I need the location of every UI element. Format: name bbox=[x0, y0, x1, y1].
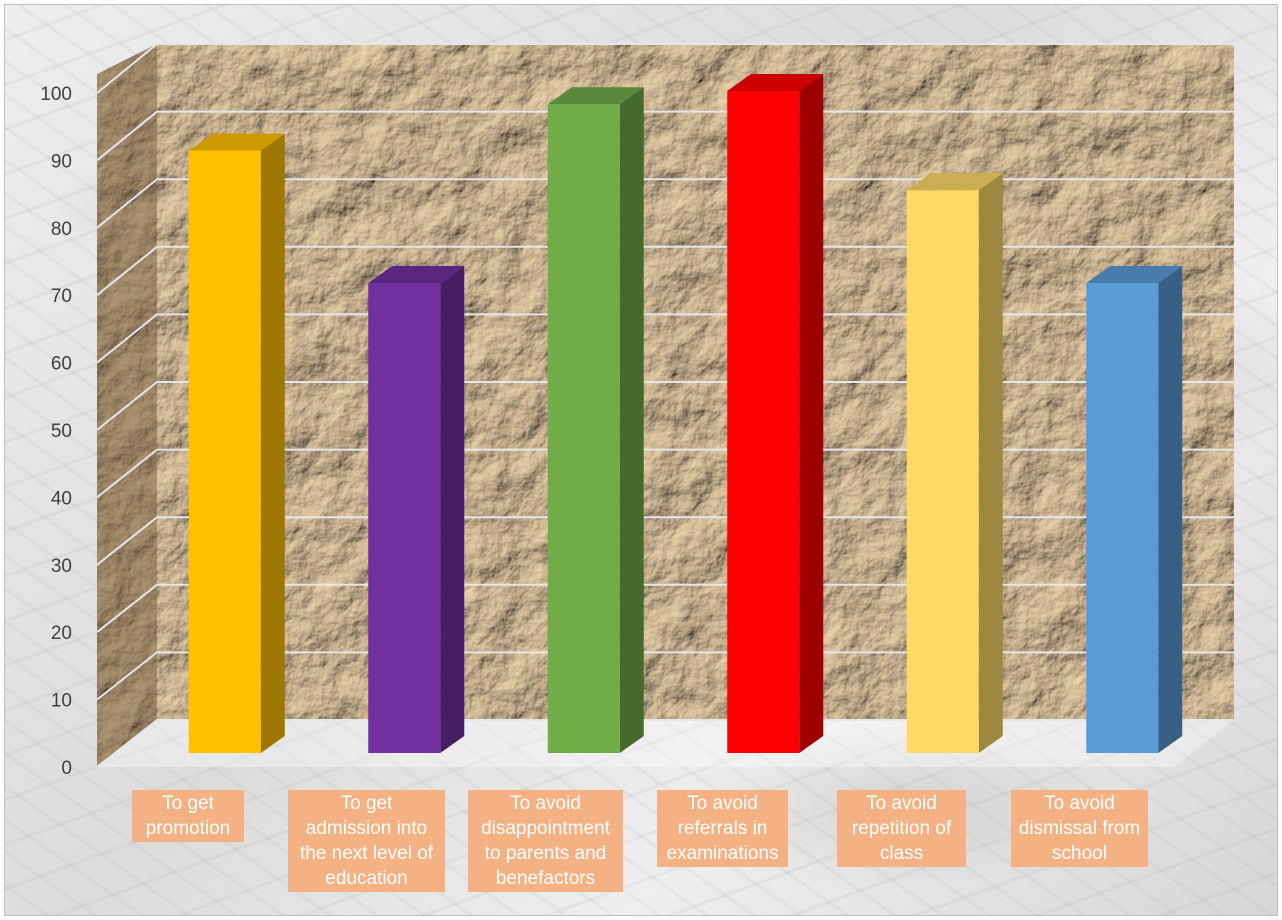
bar bbox=[368, 265, 465, 753]
y-tick-label: 100 bbox=[40, 84, 72, 105]
gridline bbox=[96, 313, 1234, 364]
gridline bbox=[96, 583, 1234, 633]
y-tick-label: 40 bbox=[51, 488, 72, 509]
bar bbox=[547, 87, 644, 754]
y-tick-label: 60 bbox=[51, 354, 72, 375]
bar-front bbox=[188, 150, 261, 753]
y-tick-label: 70 bbox=[51, 286, 72, 307]
bar-top bbox=[727, 74, 824, 91]
gridline bbox=[96, 448, 1234, 499]
bar-front bbox=[1086, 282, 1159, 753]
chart-area: 0 10 20 30 40 50 60 70 80 90 100 To get promotion T… bbox=[4, 4, 1278, 916]
bar-side bbox=[1158, 265, 1183, 753]
y-tick-label: 50 bbox=[51, 421, 72, 442]
bar-front bbox=[727, 91, 800, 753]
x-tick-label: To get promotion bbox=[132, 790, 244, 842]
bar-side bbox=[260, 133, 285, 753]
gridline bbox=[96, 178, 1234, 229]
gridline bbox=[96, 516, 1234, 566]
x-tick-label: To avoid dismissal from school bbox=[1011, 790, 1148, 867]
bar bbox=[906, 173, 1003, 754]
bar-front bbox=[368, 282, 441, 753]
x-tick-label: To avoid repetition of class bbox=[837, 790, 966, 867]
y-tick-label: 0 bbox=[61, 758, 72, 779]
bar-top bbox=[547, 87, 644, 105]
y-axis: 0 10 20 30 40 50 60 70 80 90 100 bbox=[40, 84, 72, 779]
gridline bbox=[96, 719, 1234, 768]
bar-top bbox=[1086, 265, 1183, 283]
y-tick-label: 90 bbox=[51, 151, 72, 172]
gridlines bbox=[96, 43, 1234, 768]
bar-side bbox=[619, 87, 644, 754]
x-tick-label: To avoid disappointment to parents and b… bbox=[468, 790, 623, 892]
y-tick-label: 30 bbox=[51, 556, 72, 577]
y-tick-label: 10 bbox=[51, 691, 72, 712]
y-tick-label: 80 bbox=[51, 219, 72, 240]
gridline bbox=[96, 245, 1234, 296]
bar-front bbox=[547, 104, 620, 754]
bar-front bbox=[906, 190, 979, 754]
x-tick-label: To get admission into the next level of … bbox=[288, 790, 445, 892]
gridline bbox=[96, 651, 1234, 701]
gridline bbox=[96, 110, 1234, 162]
bar bbox=[1086, 265, 1183, 753]
bar-top bbox=[368, 265, 465, 283]
bar-side bbox=[440, 265, 465, 753]
bar-top bbox=[188, 133, 285, 151]
bar bbox=[188, 133, 285, 753]
bar-side bbox=[978, 173, 1003, 754]
bar-top bbox=[906, 173, 1003, 191]
gridline bbox=[96, 43, 1234, 94]
bar-side bbox=[799, 74, 824, 753]
gridline bbox=[96, 381, 1234, 431]
chart-plot: 0 10 20 30 40 50 60 70 80 90 100 bbox=[40, 43, 1234, 779]
x-tick-label: To avoid referrals in examinations bbox=[657, 790, 788, 867]
bar bbox=[727, 74, 824, 753]
y-tick-label: 20 bbox=[51, 623, 72, 644]
bars bbox=[188, 74, 1183, 754]
